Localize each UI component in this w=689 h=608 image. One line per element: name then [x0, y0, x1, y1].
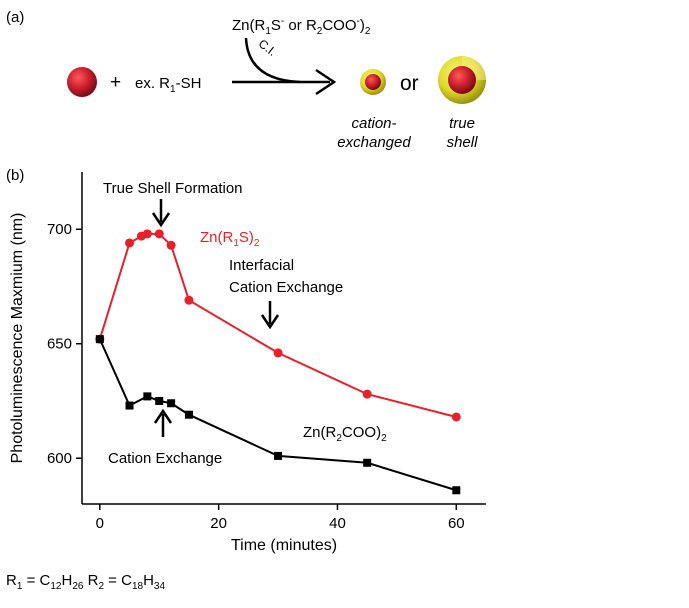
annotation-interfacial-1: Interfacial [229, 257, 294, 274]
x-tick-label: 0 [96, 515, 104, 532]
panel-b: (b) 0 20 40 60 600 650 700 Time (minutes) Pho… [6, 167, 486, 592]
x-ticks: 0 20 40 60 [96, 504, 465, 532]
x-axis-label: Time (minutes) [231, 537, 337, 554]
series-line-carboxylate [98, 338, 457, 492]
data-point-thiolate [362, 389, 372, 399]
annotation-true-shell: True Shell Formation [103, 180, 243, 197]
data-point-thiolate [142, 229, 152, 239]
data-point-carboxylate [167, 399, 176, 408]
y-tick-label: 650 [47, 336, 72, 353]
chart-plot: 0 20 40 60 600 650 700 Time (minutes) Photolu… [9, 172, 486, 554]
y-tick-label: 700 [47, 221, 72, 238]
data-point-thiolate [184, 295, 194, 305]
series-label-thiolate: Zn(R1S)2 [200, 229, 260, 249]
product1-line1: cation- [351, 115, 396, 132]
plus-sign: + [110, 72, 121, 93]
data-point-thiolate [125, 238, 135, 248]
data-point-thiolate [154, 229, 164, 239]
annotation-cation-exchange: Cation Exchange [108, 450, 222, 467]
y-tick-label: 600 [47, 450, 72, 467]
series-carboxylate [95, 335, 461, 495]
x-tick-label: 60 [448, 515, 465, 532]
reagent-label: ex. R1-SH [135, 75, 201, 95]
y-ticks: 600 650 700 [47, 221, 82, 467]
series-label-carboxylate: Zn(R2COO)2 [303, 424, 387, 444]
product2-line1: true [449, 115, 475, 132]
true-shell-particle [438, 56, 486, 104]
footnote: R1 = C12H26 R2 = C18H34 [6, 572, 165, 592]
data-point-thiolate [451, 412, 461, 422]
product2-line2: shell [447, 134, 479, 151]
data-point-thiolate [273, 348, 283, 358]
series-layer [95, 229, 461, 495]
arrow-label: C.I. [256, 36, 279, 59]
x-tick-label: 40 [329, 515, 346, 532]
zinc-source-label: Zn(R1S- or R2COO-)2 [232, 16, 371, 37]
data-point-carboxylate [363, 458, 372, 467]
data-point-carboxylate [155, 396, 164, 405]
panel-b-label: (b) [6, 167, 24, 184]
panel-a: (a) + ex. R1-SH Zn(R1S- or R2COO-)2 C.I.… [6, 9, 486, 151]
data-point-carboxylate [274, 451, 283, 460]
product1-line2: exchanged [337, 134, 411, 151]
data-point-carboxylate [143, 392, 152, 401]
quantum-dot-core [67, 67, 97, 97]
series-line-thiolate [98, 232, 457, 418]
panel-a-label: (a) [6, 9, 24, 26]
annotation-interfacial-2: Cation Exchange [229, 279, 343, 296]
y-axis-label: Photoluminescence Maxmium (nm) [9, 213, 26, 464]
reaction-arrow-head [315, 68, 337, 96]
data-point-carboxylate [95, 335, 104, 344]
cation-exchanged-particle [360, 69, 386, 95]
data-point-carboxylate [452, 486, 461, 495]
x-tick-label: 20 [210, 515, 227, 532]
data-point-carboxylate [125, 401, 134, 410]
or-text: or [400, 72, 419, 95]
data-point-thiolate [166, 240, 176, 250]
data-point-carboxylate [184, 410, 193, 419]
